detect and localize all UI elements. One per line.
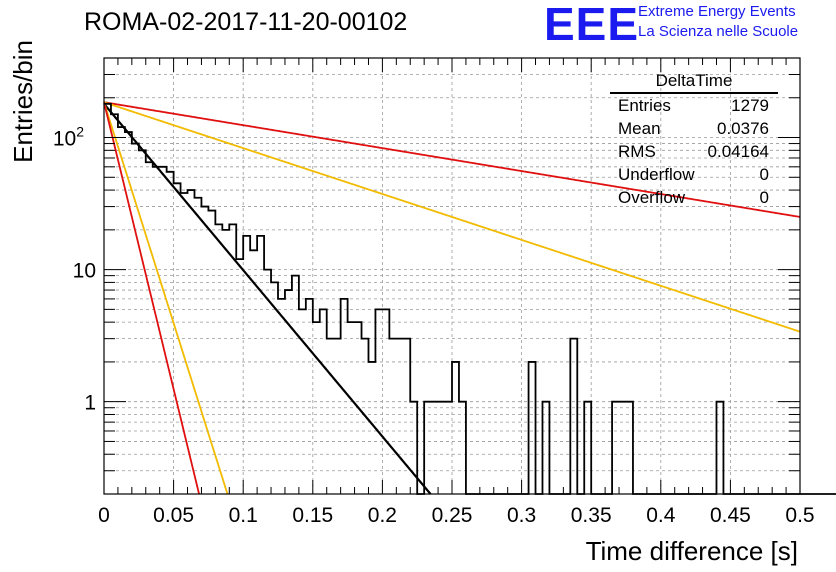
axis-tick-labels: 0 0.05 0.1 0.15 0.2 0.25 0.3 0.35 0.4 0.45 0.5 1 10 1… [53, 124, 815, 527]
stats-label: Mean [618, 119, 661, 138]
fit-curve-4 [103, 101, 229, 495]
fit-curve-1 [103, 101, 801, 218]
stats-row-underflow: Underflow 0 [610, 163, 778, 186]
stats-box: DeltaTime Entries 1279 Mean 0.0376 RMS 0… [610, 70, 778, 209]
stats-value: 0.0376 [717, 119, 769, 138]
x-tick-label: 0.4 [646, 504, 676, 527]
x-axis-label: Time difference [s] [586, 536, 798, 566]
logo-line-2: La Scienza nelle Scuole [638, 23, 799, 40]
x-tick-label: 0.2 [368, 504, 397, 527]
stats-title: DeltaTime [610, 70, 778, 94]
stats-label: RMS [618, 142, 656, 161]
axis-ticks [103, 57, 801, 495]
stats-value: 0 [759, 188, 769, 207]
fit-curve-2 [103, 101, 801, 333]
y-tick-label: 102 [53, 124, 84, 151]
fit-curve-5 [103, 102, 200, 495]
logo-line-1: Extreme Energy Events [638, 3, 796, 20]
x-tick-label: 0.05 [153, 504, 194, 527]
x-tick-label: 0.45 [710, 504, 751, 527]
y-tick-label: 10 [73, 260, 96, 283]
x-tick-label: 0.15 [292, 504, 333, 527]
stats-row-mean: Mean 0.0376 [610, 117, 778, 140]
stats-value: 1279 [731, 96, 769, 115]
stats-row-entries: Entries 1279 [610, 94, 778, 117]
fit-curve-3 [103, 103, 432, 495]
stats-label: Entries [618, 96, 671, 115]
stats-value: 0 [759, 165, 769, 184]
stats-label: Underflow [618, 165, 695, 184]
stats-row-overflow: Overflow 0 [610, 186, 778, 209]
x-tick-label: 0.35 [571, 504, 612, 527]
x-tick-label: 0.5 [785, 504, 814, 527]
x-tick-label: 0.1 [229, 504, 258, 527]
stats-row-rms: RMS 0.04164 [610, 140, 778, 163]
chart-title: ROMA-02-2017-11-20-00102 [84, 8, 408, 36]
stats-value: 0.04164 [707, 142, 769, 161]
y-tick-label: 1 [84, 392, 96, 415]
stats-label: Overflow [618, 188, 686, 207]
x-tick-label: 0.25 [432, 504, 473, 527]
eee-logo: EEE [544, 0, 640, 50]
fit-curves [103, 101, 801, 495]
x-tick-label: 0.3 [507, 504, 536, 527]
x-tick-label: 0 [98, 504, 110, 527]
y-axis-label: Entries/bin [8, 40, 38, 163]
